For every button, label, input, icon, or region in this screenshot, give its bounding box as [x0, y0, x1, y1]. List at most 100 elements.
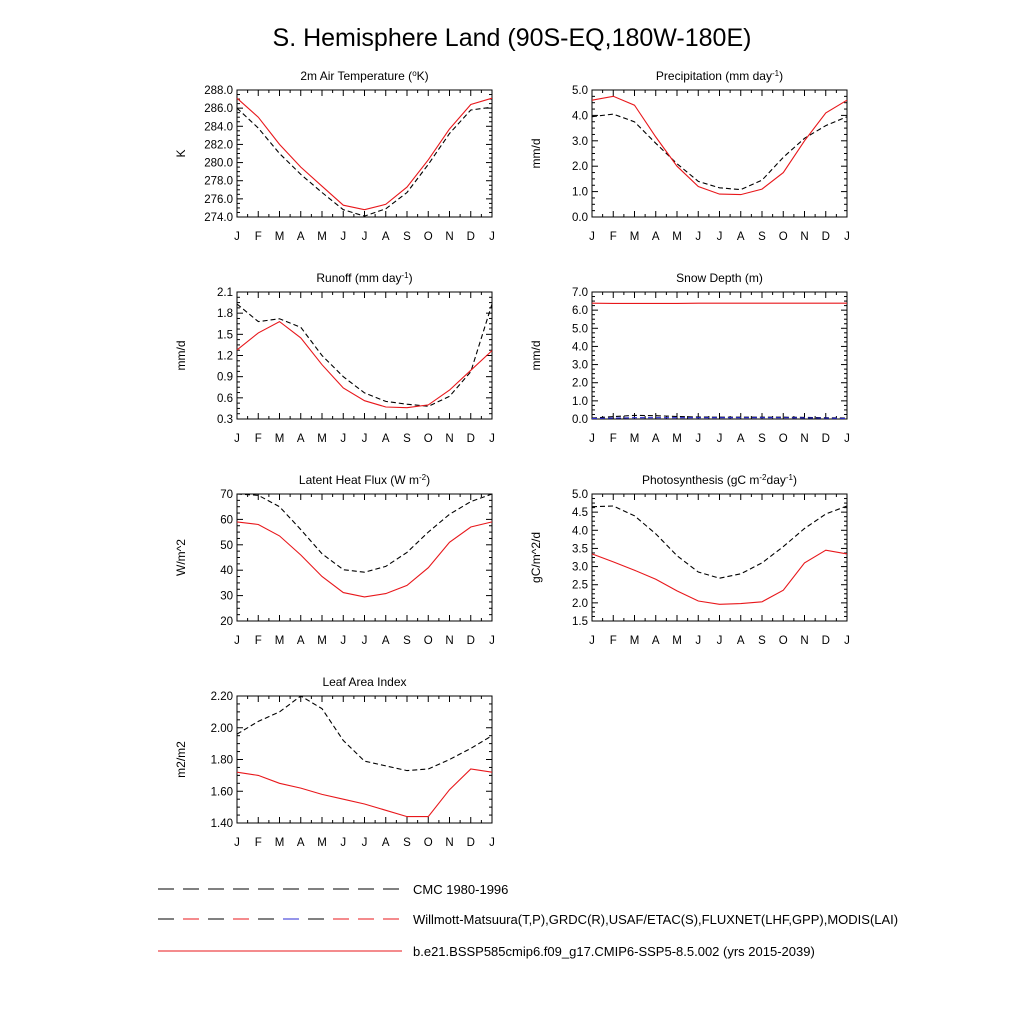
y-tick-label: 0.0	[572, 414, 588, 426]
x-tick-label: N	[445, 837, 453, 849]
panel-title: 2m Air Temperature (oK)	[300, 69, 428, 83]
y-tick-label: 2.0	[572, 161, 588, 173]
panel-title-text: )	[409, 271, 413, 285]
series-line-dash-blue	[591, 417, 848, 420]
x-tick-label: A	[652, 635, 660, 647]
y-tick-label: 3.0	[572, 562, 588, 574]
y-tick-label: 4.0	[572, 525, 588, 537]
main-title: S. Hemisphere Land (90S-EQ,180W-180E)	[273, 24, 752, 52]
plot-frame	[236, 89, 493, 218]
x-tick-label: M	[317, 433, 327, 445]
y-tick-label: 4.0	[572, 110, 588, 122]
y-tick-label: 0.9	[217, 372, 233, 384]
x-tick-label: M	[317, 231, 327, 243]
panel-runoff: Runoff (mm day-1)J F M A M J J A S O N D J0.30.60.91…	[174, 271, 495, 445]
x-tick-label: O	[424, 433, 433, 445]
panel-title-superscript: -1	[772, 69, 780, 78]
x-tick-label: J	[589, 231, 595, 243]
x-tick-label: O	[779, 231, 788, 243]
y-axis-label: W/m^2	[174, 539, 188, 576]
x-tick-label: M	[275, 837, 285, 849]
x-tick-label: N	[800, 231, 808, 243]
x-tick-label: N	[445, 231, 453, 243]
y-tick-label: 5.0	[572, 323, 588, 335]
y-tick-label: 276.0	[204, 194, 233, 206]
plot-frame	[591, 89, 848, 218]
panel-title-superscript: o	[412, 69, 417, 78]
series-line-dash	[236, 695, 493, 772]
y-tick-label: 70	[220, 489, 233, 501]
panel-title-text: Precipitation (mm day	[656, 69, 772, 83]
plot-frame	[591, 291, 848, 420]
series-line-solid	[591, 95, 848, 196]
x-tick-label: D	[467, 635, 475, 647]
panel-snow: Snow Depth (m)J F M A M J J A S O N D J0.01.02.03.04…	[529, 271, 850, 445]
x-tick-label: J	[695, 433, 701, 445]
series-line-dash	[591, 505, 848, 579]
x-tick-label: S	[758, 433, 766, 445]
series-line-dash	[591, 113, 848, 191]
y-tick-label: 5.0	[572, 489, 588, 501]
x-tick-label: A	[737, 433, 745, 445]
y-tick-label: 1.80	[211, 755, 233, 767]
panels: 2m Air Temperature (oK)J F M A M J J A S O N D J274.…	[174, 69, 850, 849]
x-tick-label: J	[234, 635, 240, 647]
legend-label: CMC 1980-1996	[413, 882, 508, 897]
x-tick-label: A	[737, 231, 745, 243]
x-tick-label: A	[382, 231, 390, 243]
y-tick-label: 2.00	[211, 723, 233, 735]
y-tick-label: 2.5	[572, 580, 588, 592]
panel-temp: 2m Air Temperature (oK)J F M A M J J A S O N D J274.…	[174, 69, 495, 243]
y-axis-label: gC/m^2/d	[529, 532, 543, 583]
panel-title-text: )	[779, 69, 783, 83]
legend: CMC 1980-1996 Willmott-Matsuura(T,P),GRDC…	[158, 882, 898, 959]
x-tick-label: A	[382, 433, 390, 445]
x-tick-label: M	[275, 231, 285, 243]
y-tick-label: 40	[220, 565, 233, 577]
y-tick-label: 3.0	[572, 136, 588, 148]
y-tick-label: 5.0	[572, 85, 588, 97]
y-tick-label: 0.0	[572, 212, 588, 224]
y-tick-label: 1.5	[217, 329, 233, 341]
y-tick-label: 20	[220, 616, 233, 628]
x-tick-label: J	[362, 635, 368, 647]
x-tick-label: F	[255, 635, 262, 647]
panel-title-text: Leaf Area Index	[322, 675, 406, 689]
x-tick-label: O	[424, 837, 433, 849]
series-line-solid	[236, 97, 493, 211]
x-tick-label: J	[589, 433, 595, 445]
x-tick-label: M	[630, 231, 640, 243]
x-tick-label: O	[424, 231, 433, 243]
y-tick-label: 3.5	[572, 543, 588, 555]
panel-title-superscript: -1	[402, 271, 410, 280]
y-tick-label: 60	[220, 514, 233, 526]
series-line-dash	[236, 303, 493, 407]
x-tick-label: M	[672, 635, 682, 647]
x-tick-label: M	[317, 837, 327, 849]
x-tick-label: A	[737, 635, 745, 647]
x-tick-label: F	[255, 231, 262, 243]
x-tick-label: J	[695, 231, 701, 243]
x-tick-label: J	[489, 433, 495, 445]
x-tick-label: J	[340, 837, 346, 849]
y-tick-label: 1.40	[211, 818, 233, 830]
y-tick-label: 2.0	[572, 598, 588, 610]
x-tick-label: D	[822, 433, 830, 445]
y-tick-label: 0.6	[217, 393, 233, 405]
x-tick-label: A	[297, 837, 305, 849]
legend-label: b.e21.BSSP585cmip6.f09_g17.CMIP6-SSP5-8.…	[413, 944, 815, 959]
x-tick-label: S	[403, 433, 411, 445]
panel-title-text: Runoff (mm day	[316, 271, 401, 285]
y-tick-label: 7.0	[572, 287, 588, 299]
y-tick-label: 4.0	[572, 341, 588, 353]
x-tick-label: F	[610, 433, 617, 445]
y-tick-label: 1.0	[572, 396, 588, 408]
x-tick-label: N	[800, 433, 808, 445]
plot-frame	[236, 493, 493, 622]
panel-title: Leaf Area Index	[322, 675, 406, 689]
x-tick-label: D	[822, 231, 830, 243]
y-tick-label: 2.0	[572, 378, 588, 390]
x-tick-label: D	[822, 635, 830, 647]
